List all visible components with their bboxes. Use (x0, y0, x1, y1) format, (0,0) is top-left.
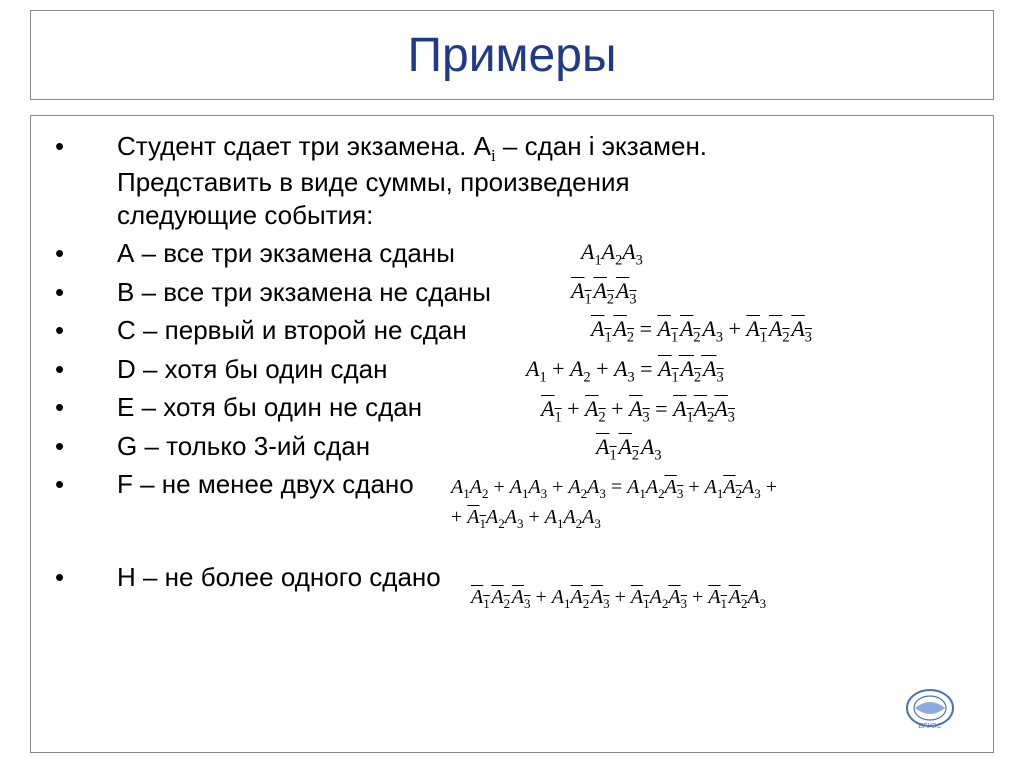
item-b-row: • В – все три экзамена не сданы (55, 276, 969, 309)
item-a-text: А – все три экзамена сданы (117, 237, 455, 270)
svg-text:ВГУЭС: ВГУЭС (919, 723, 943, 730)
item-g-text: G – только 3-ий сдан (117, 430, 370, 463)
bullet-icon: • (55, 356, 77, 382)
bullet-icon: • (55, 317, 77, 343)
bullet-icon: • (55, 240, 77, 266)
item-d-row: • D – хотя бы один сдан (55, 353, 969, 386)
bullet-icon: • (55, 279, 77, 305)
university-logo-icon: ВГУЭС (905, 688, 955, 730)
intro-part1b: – сдан i экзамен. (496, 131, 707, 161)
intro-text: Студент сдает три экзамена. Ai – сдан i … (117, 130, 707, 231)
item-c-text: С – первый и второй не сдан (117, 314, 467, 347)
body-box: • Студент сдает три экзамена. Ai – сдан … (30, 115, 994, 753)
item-e-text: Е – хотя бы один не сдан (117, 391, 422, 424)
spacer (55, 543, 969, 561)
item-h-text: Н – не более одного сдано (117, 561, 441, 594)
formula-g: A1 A2 A3 (596, 434, 662, 464)
intro-part2: Представить в виде суммы, произведения (117, 167, 630, 197)
formula-d: A1 + A2 + A3 = A1 A2 A3 (526, 356, 724, 386)
bullet-icon: • (55, 471, 77, 497)
intro-part1: Студент сдает три экзамена. A (117, 131, 491, 161)
item-f-text: F – не менее двух сдано (117, 468, 414, 501)
item-a-row: • А – все три экзамена сданы (55, 237, 969, 270)
formula-c: A1 A2 = A1 A2 A3 + A1 A2 A3 (591, 316, 812, 346)
item-d-text: D – хотя бы один сдан (117, 353, 387, 386)
formula-e: A1 + A2 + A3 = A1A2A3 (541, 396, 735, 426)
item-g-row: • G – только 3-ий сдан (55, 430, 969, 463)
item-c-row: • С – первый и второй не сдан (55, 314, 969, 347)
bullet-icon: • (55, 433, 77, 459)
intro-part3: следующие события: (117, 200, 373, 230)
formula-f-line1: A1A2 + A1A3 + A2A3 = A1A2A3 + A1A2A3 + (451, 476, 777, 502)
intro-row: • Студент сдает три экзамена. Ai – сдан … (55, 130, 969, 231)
item-b-text: В – все три экзамена не сданы (117, 276, 491, 309)
bullet-icon: • (55, 394, 77, 420)
formula-b: A1 A2 A3 (571, 278, 637, 308)
formula-a: A1A2A3 (581, 239, 643, 269)
item-e-row: • Е – хотя бы один не сдан (55, 391, 969, 424)
slide-title: Примеры (408, 28, 617, 83)
formula-h: A1 A2 A3 + A1A2 A3 + A1A2A3 + A1 A2A3 (471, 586, 766, 612)
slide: Примеры • Студент сдает три экзамена. Ai… (0, 0, 1024, 768)
title-box: Примеры (30, 10, 994, 100)
formula-f-line2: + A1A2A3 + A1A2A3 (451, 506, 601, 532)
bullet-icon: • (55, 564, 77, 590)
bullet-icon: • (55, 133, 77, 159)
